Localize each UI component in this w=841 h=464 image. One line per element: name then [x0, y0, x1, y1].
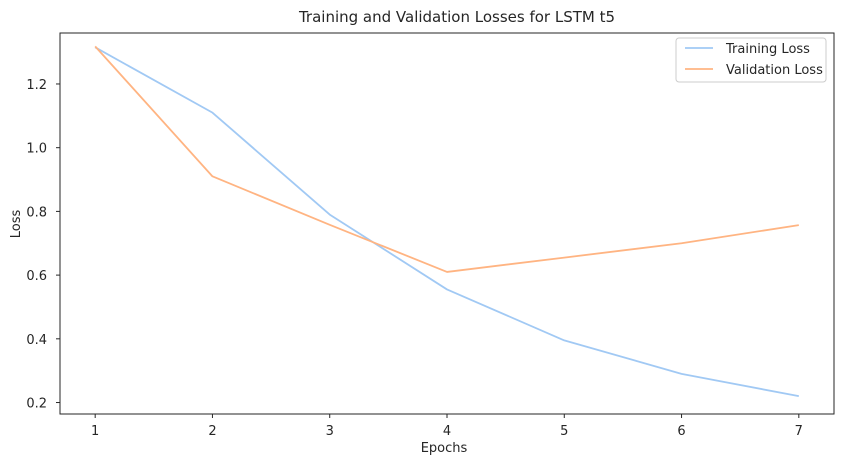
- x-tick-label: 6: [677, 424, 685, 439]
- y-tick-label: 0.4: [26, 333, 47, 348]
- y-axis-ticks: 0.2 0.4 0.6 0.8 1.0 1.2: [26, 78, 60, 412]
- x-tick-label: 1: [91, 424, 99, 439]
- y-tick-label: 0.6: [26, 269, 47, 284]
- y-tick-label: 0.2: [26, 397, 47, 412]
- x-axis-ticks: 1 2 3 4 5 6 7: [91, 414, 803, 439]
- series-line-validation-loss: [94, 45, 799, 273]
- x-tick-label: 5: [560, 424, 568, 439]
- plot-area: [59, 32, 835, 415]
- y-tick-label: 0.8: [26, 205, 47, 220]
- x-axis-label: Epochs: [421, 441, 468, 456]
- y-tick-label: 1.0: [26, 142, 47, 157]
- chart-title: Training and Validation Losses for LSTM …: [298, 8, 615, 26]
- series-line-training-loss: [94, 46, 799, 398]
- y-axis-label: Loss: [9, 210, 24, 239]
- legend-entry: Training Loss: [725, 42, 810, 57]
- legend-entry: Validation Loss: [726, 63, 823, 78]
- legend: Training Loss Validation Loss: [675, 37, 827, 83]
- x-tick-label: 7: [795, 424, 803, 439]
- x-tick-label: 3: [326, 424, 334, 439]
- x-tick-label: 2: [208, 424, 216, 439]
- legend-box: [675, 37, 827, 83]
- y-tick-label: 1.2: [26, 78, 47, 93]
- series-lines: [94, 45, 799, 398]
- x-tick-label: 4: [443, 424, 451, 439]
